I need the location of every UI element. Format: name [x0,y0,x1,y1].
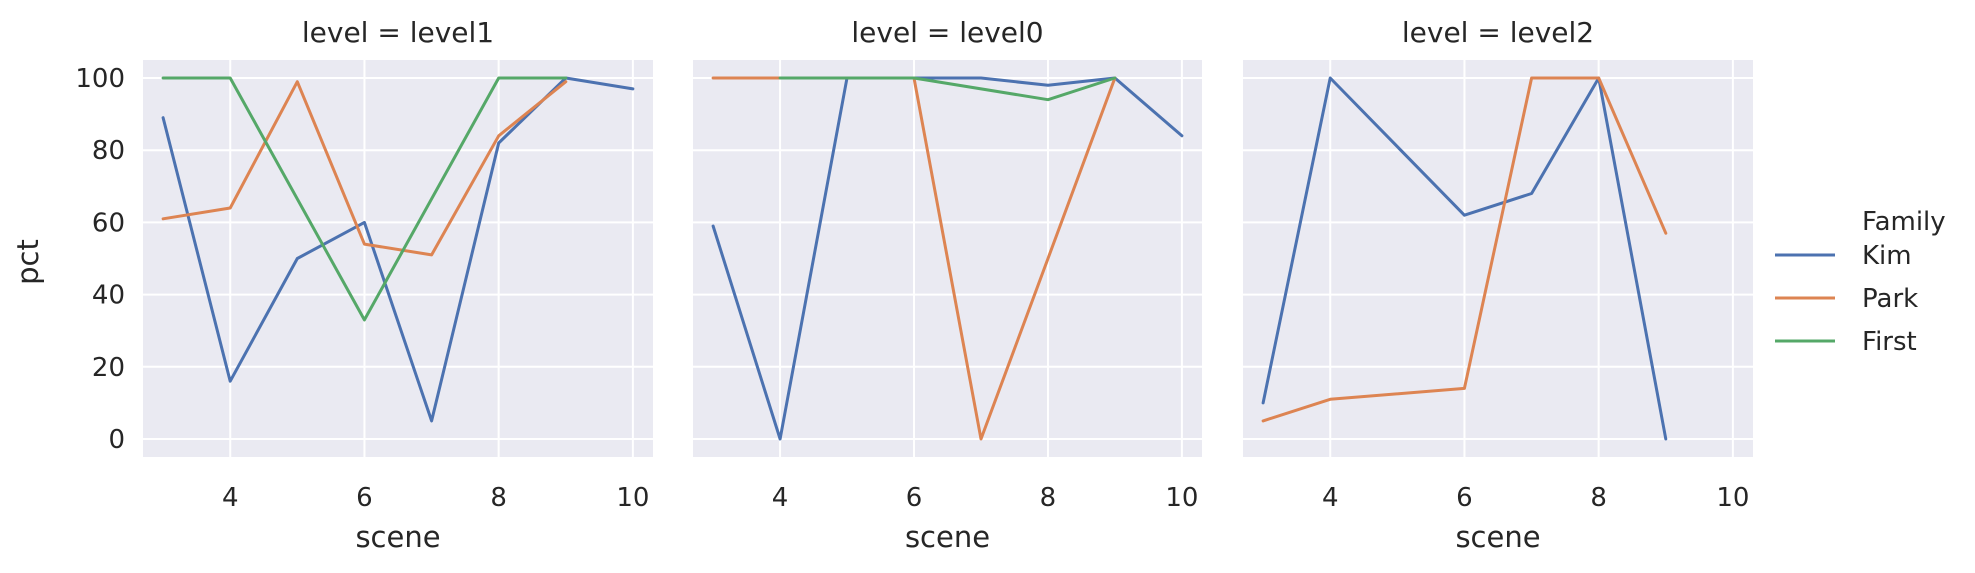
series-line-kim [1261,76,1668,441]
x-tick-label: 6 [906,483,923,513]
series-line-first [161,76,568,322]
x-tick-label: 8 [490,483,507,513]
y-tick-label: 100 [75,64,125,94]
y-axis-label: pct [11,239,45,285]
legend-label-kim: Kim [1862,241,1912,271]
x-tick-label: 6 [356,483,373,513]
x-tick-label: 6 [1456,483,1473,513]
legend-label-park: Park [1862,284,1918,314]
panel-title: level = level1 [302,16,494,49]
x-tick-label: 4 [1322,483,1339,513]
series-line-first [778,76,1117,102]
x-tick-label: 4 [772,483,789,513]
y-tick-label: 20 [92,353,125,383]
x-tick-label: 10 [1165,483,1198,513]
panel-1: level = level0 4 6 8 10 scene [693,16,1202,554]
x-tick-label: 8 [1590,483,1607,513]
series-line-kim [711,76,1184,441]
x-axis-label: scene [905,520,990,554]
x-tick-label: 10 [1716,483,1749,513]
panel-2: level = level2 4 6 8 10 scene [1243,16,1753,554]
y-tick-label: 40 [92,281,125,311]
x-tick-label: 8 [1040,483,1057,513]
x-tick-label: 4 [222,483,239,513]
x-axis-label: scene [1455,520,1540,554]
legend: Family Kim Park First [1775,207,1946,357]
legend-label-first: First [1862,327,1917,357]
x-axis-label: scene [355,520,440,554]
panel-title: level = level0 [851,16,1043,49]
series-line-park [1261,76,1668,423]
panel-title: level = level2 [1402,16,1594,49]
series-line-park [161,80,568,257]
y-tick-label: 60 [92,208,125,238]
x-tick-label: 10 [616,483,649,513]
panel-background [1243,60,1753,457]
y-tick-label: 80 [92,136,125,166]
y-tick-label: 0 [108,425,125,455]
legend-title: Family [1862,207,1946,237]
